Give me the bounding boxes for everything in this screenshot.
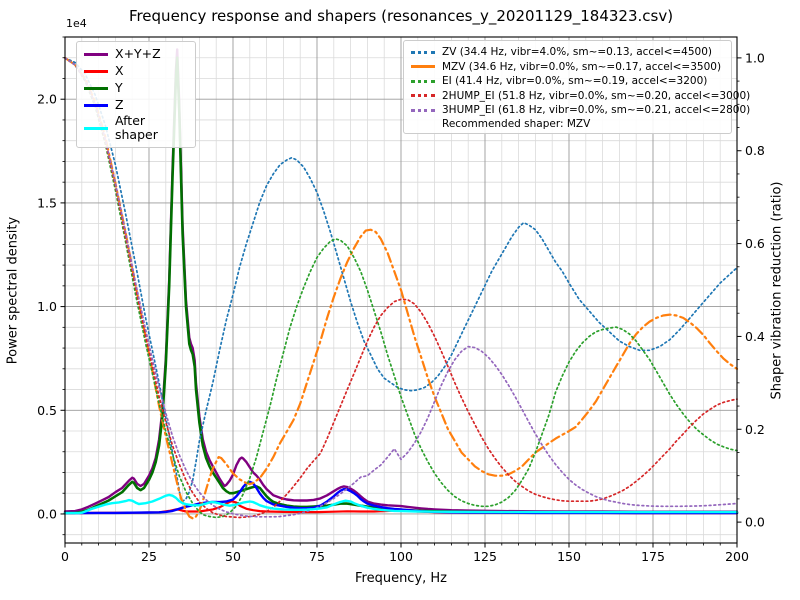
x-axis-label: Frequency, Hz bbox=[354, 571, 448, 586]
legend-label: Z bbox=[115, 97, 124, 113]
legend-label: X bbox=[115, 63, 124, 79]
x-tick-label: 50 bbox=[225, 549, 241, 564]
legend-shaper-item: MZV (34.6 Hz, vibr=0.0%, sm~=0.17, accel… bbox=[411, 60, 723, 75]
x-tick-label: 200 bbox=[725, 549, 749, 564]
x-tick-label: 75 bbox=[309, 549, 325, 564]
curve-ei bbox=[64, 57, 738, 519]
legend-line-sample bbox=[411, 79, 435, 83]
right-tick-label: 0.6 bbox=[745, 236, 765, 251]
curve-after-shaper bbox=[63, 493, 739, 515]
legend-line-sample bbox=[411, 108, 435, 112]
legend-psd-item: X bbox=[84, 63, 187, 80]
left-tick-label: 0.5 bbox=[37, 403, 57, 418]
legend-label: ZV (34.4 Hz, vibr=4.0%, sm~=0.13, accel<… bbox=[442, 46, 712, 59]
legend-label: EI (41.4 Hz, vibr=0.0%, sm~=0.19, accel<… bbox=[442, 75, 708, 88]
legend-label: After shaper bbox=[115, 113, 158, 143]
x-tick-label: 150 bbox=[557, 549, 581, 564]
legend-psd: X+Y+Z X Y Z After shaper bbox=[76, 41, 196, 148]
legend-label: Y bbox=[115, 80, 123, 96]
legend-line-sample bbox=[411, 65, 435, 69]
legend-psd-item: Y bbox=[84, 80, 187, 97]
legend-psd-item: X+Y+Z bbox=[84, 46, 187, 63]
legend-line-sample bbox=[84, 70, 108, 73]
right-y-axis-label: Shaper vibration reduction (ratio) bbox=[769, 181, 785, 400]
x-tick-label: 25 bbox=[141, 549, 157, 564]
left-tick-label: 0.0 bbox=[37, 506, 57, 521]
left-tick-label: 1.5 bbox=[37, 195, 57, 210]
right-tick-label: 0.8 bbox=[745, 143, 765, 158]
curve-3hump-ei bbox=[64, 57, 738, 518]
legend-line-sample bbox=[84, 126, 108, 130]
curve-mzv bbox=[63, 56, 739, 520]
right-tick-label: 1.0 bbox=[745, 50, 765, 65]
legend-psd-item: After shaper bbox=[84, 113, 187, 143]
left-tick-label: 1.0 bbox=[37, 299, 57, 314]
x-tick-label: 0 bbox=[61, 549, 69, 564]
left-y-axis-label: Power spectral density bbox=[5, 216, 21, 365]
legend-line-sample bbox=[411, 50, 435, 54]
legend-shaper-item: 3HUMP_EI (61.8 Hz, vibr=0.0%, sm~=0.21, … bbox=[411, 103, 750, 118]
x-tick-label: 125 bbox=[473, 549, 497, 564]
legend-label: MZV (34.6 Hz, vibr=0.0%, sm~=0.17, accel… bbox=[442, 60, 722, 73]
legend-shaper-item: ZV (34.4 Hz, vibr=4.0%, sm~=0.13, accel<… bbox=[411, 45, 723, 60]
legend-shaper-item: EI (41.4 Hz, vibr=0.0%, sm~=0.19, accel<… bbox=[411, 74, 723, 89]
curve-2hump-ei bbox=[64, 57, 738, 519]
legend-psd-item: Z bbox=[84, 97, 187, 114]
legend-shapers: ZV (34.4 Hz, vibr=4.0%, sm~=0.13, accel<… bbox=[403, 40, 750, 134]
left-tick-label: 2.0 bbox=[37, 92, 57, 107]
axis-offset-text: 1e4 bbox=[66, 17, 87, 30]
x-tick-label: 175 bbox=[641, 549, 665, 564]
curve-x-y-z bbox=[63, 48, 739, 513]
legend-shaper-item: 2HUMP_EI (51.8 Hz, vibr=0.0%, sm~=0.20, … bbox=[411, 89, 750, 104]
chart-title: Frequency response and shapers (resonanc… bbox=[128, 7, 674, 25]
right-tick-label: 0.2 bbox=[745, 422, 765, 437]
legend-recommended-shaper: Recommended shaper: MZV bbox=[442, 117, 591, 130]
legend-label: X+Y+Z bbox=[115, 46, 161, 62]
x-tick-label: 100 bbox=[389, 549, 413, 564]
legend-label: 2HUMP_EI (51.8 Hz, vibr=0.0%, sm~=0.20, … bbox=[442, 89, 751, 102]
right-tick-label: 0.4 bbox=[745, 329, 765, 344]
legend-line-sample bbox=[84, 87, 108, 90]
legend-label: 3HUMP_EI (61.8 Hz, vibr=0.0%, sm~=0.21, … bbox=[442, 104, 751, 117]
legend-line-sample bbox=[84, 104, 108, 107]
right-tick-label: 0.0 bbox=[745, 515, 765, 530]
legend-line-sample bbox=[411, 94, 435, 98]
legend-line-sample bbox=[84, 53, 108, 56]
